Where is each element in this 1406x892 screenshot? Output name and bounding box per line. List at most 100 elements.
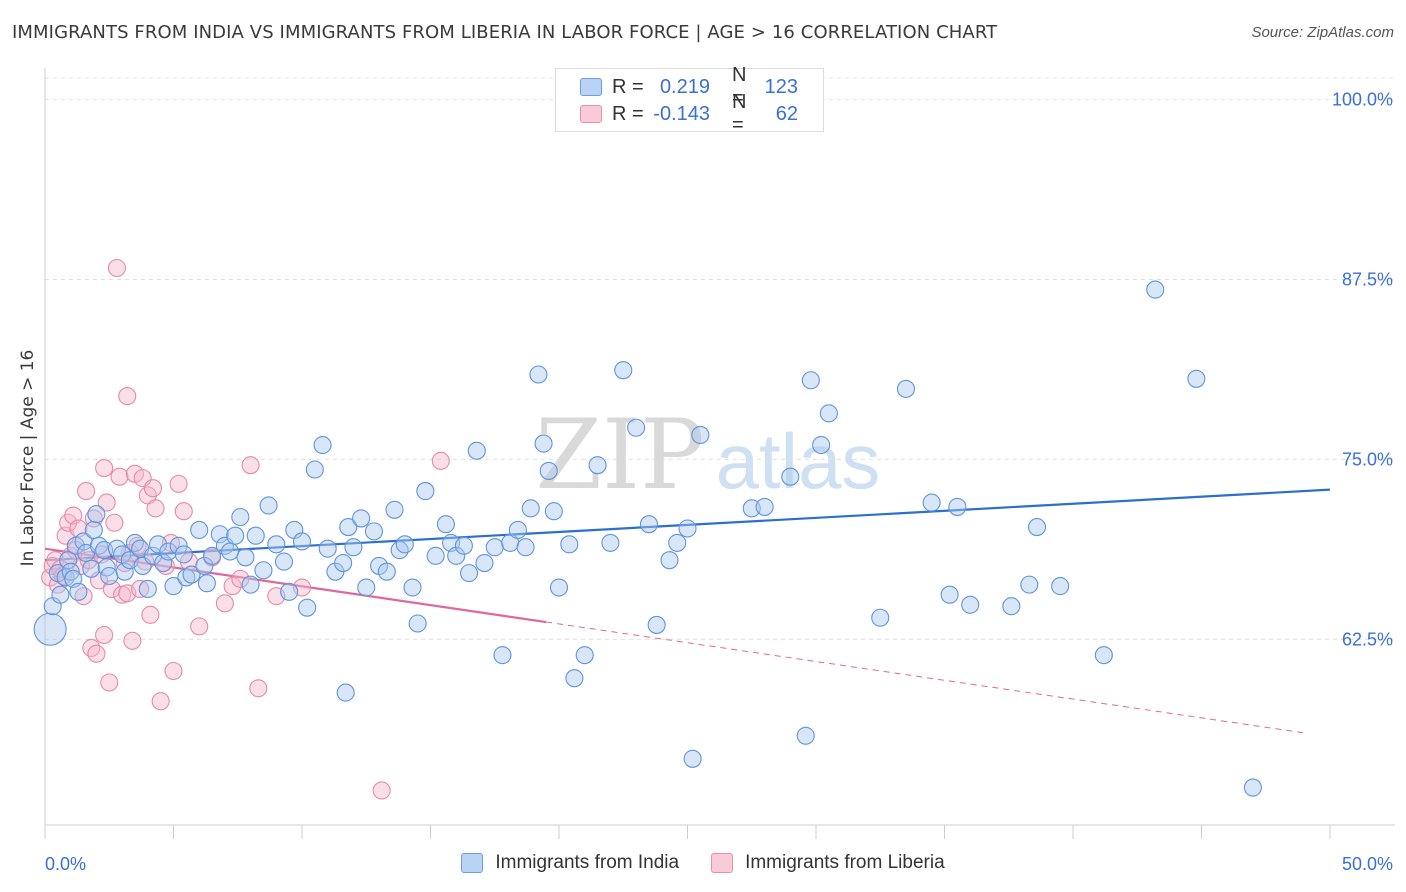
source-label: Source: ZipAtlas.com: [1251, 24, 1394, 41]
watermark: ZIP atlas: [535, 399, 880, 511]
legend-item-india[interactable]: Immigrants from India: [461, 852, 679, 874]
india-point: [467, 441, 486, 460]
india-point: [1146, 280, 1165, 299]
india-point: [344, 538, 363, 557]
legend-swatch-liberia: [711, 853, 734, 873]
india-point: [819, 404, 838, 423]
india-point: [539, 461, 558, 480]
india-point: [1094, 646, 1113, 665]
liberia-n-label: N =: [732, 91, 747, 136]
india-point: [896, 379, 916, 398]
india-point: [280, 582, 299, 601]
series-liberia: [41, 258, 450, 800]
y-tick-label: 87.5%: [1342, 270, 1393, 290]
india-point: [948, 497, 967, 516]
india-point: [796, 726, 815, 745]
india-point: [203, 546, 222, 565]
liberia-point: [123, 631, 142, 650]
liberia-point: [169, 474, 188, 493]
india-point: [51, 585, 70, 604]
india-point: [416, 482, 435, 501]
india-point: [87, 505, 106, 524]
india-point: [246, 526, 265, 545]
india-point: [678, 519, 697, 538]
liberia-point: [107, 258, 127, 278]
liberia-point: [164, 661, 183, 681]
india-point: [454, 536, 473, 555]
liberia-trend-extension: [546, 621, 1305, 734]
india-point: [318, 539, 337, 558]
watermark-zip: ZIP: [535, 399, 704, 511]
india-point: [940, 585, 959, 604]
liberia-point: [231, 569, 250, 588]
india-n-label: N =: [732, 64, 747, 109]
legend-label-india: Immigrants from India: [495, 852, 680, 873]
india-point: [259, 496, 278, 515]
india-point: [174, 545, 193, 564]
india-point: [267, 535, 286, 554]
liberia-point: [174, 502, 193, 521]
stats-legend-india: R = 0.219 N = 123: [556, 64, 798, 109]
india-trend-line: [44, 488, 1331, 562]
india-point: [231, 507, 250, 527]
india-point: [922, 493, 941, 512]
liberia-point: [128, 536, 147, 555]
india-point: [334, 553, 353, 573]
india-point: [560, 535, 579, 554]
india-point: [274, 552, 294, 571]
india-point: [426, 546, 445, 565]
india-point: [1051, 577, 1070, 596]
india-point: [408, 614, 427, 633]
liberia-point: [431, 451, 450, 470]
india-point: [313, 435, 332, 455]
india-point: [364, 522, 384, 541]
india-point: [1027, 518, 1047, 537]
liberia-point: [223, 577, 242, 596]
liberia-point: [97, 493, 116, 512]
india-point: [516, 538, 535, 557]
india-point: [395, 535, 414, 554]
liberia-point: [190, 617, 209, 636]
india-point: [236, 548, 255, 567]
legend-swatch-india: [461, 853, 484, 873]
india-point: [639, 515, 659, 534]
liberia-n-value: 62: [775, 102, 798, 125]
india-point: [1243, 778, 1262, 797]
liberia-point: [241, 456, 260, 475]
india-point: [241, 575, 260, 594]
series-legend: Immigrants from India Immigrants from Li…: [0, 852, 1406, 874]
india-point: [138, 579, 157, 599]
india-point: [436, 515, 455, 534]
y-tick-label: 100.0%: [1332, 90, 1393, 110]
liberia-r-label: R =: [612, 102, 644, 125]
india-point: [149, 535, 168, 554]
india-r-value: 0.219: [659, 75, 710, 98]
liberia-point: [131, 579, 150, 599]
liberia-point: [87, 644, 106, 663]
india-n-value: 123: [764, 75, 798, 98]
india-point: [339, 518, 358, 537]
india-point: [493, 646, 512, 665]
india-point: [377, 562, 396, 581]
india-point: [59, 551, 78, 570]
india-point: [169, 536, 188, 555]
india-point: [107, 539, 127, 558]
india-point: [660, 551, 679, 570]
axes: [44, 68, 1395, 839]
india-point: [195, 556, 214, 575]
liberia-point: [151, 692, 170, 711]
x-tick-label-max: 50.0%: [1342, 854, 1393, 874]
y-tick-label: 62.5%: [1342, 629, 1393, 649]
liberia-point: [249, 679, 268, 698]
india-point: [521, 499, 540, 518]
liberia-point: [82, 638, 101, 658]
liberia-point: [146, 499, 165, 518]
india-point: [801, 371, 820, 390]
legend-item-liberia[interactable]: Immigrants from Liberia: [711, 852, 945, 874]
liberia-point: [156, 556, 175, 575]
liberia-point: [100, 673, 119, 692]
india-point: [961, 595, 980, 614]
liberia-r-value: -0.143: [653, 102, 710, 125]
india-point: [447, 546, 466, 565]
